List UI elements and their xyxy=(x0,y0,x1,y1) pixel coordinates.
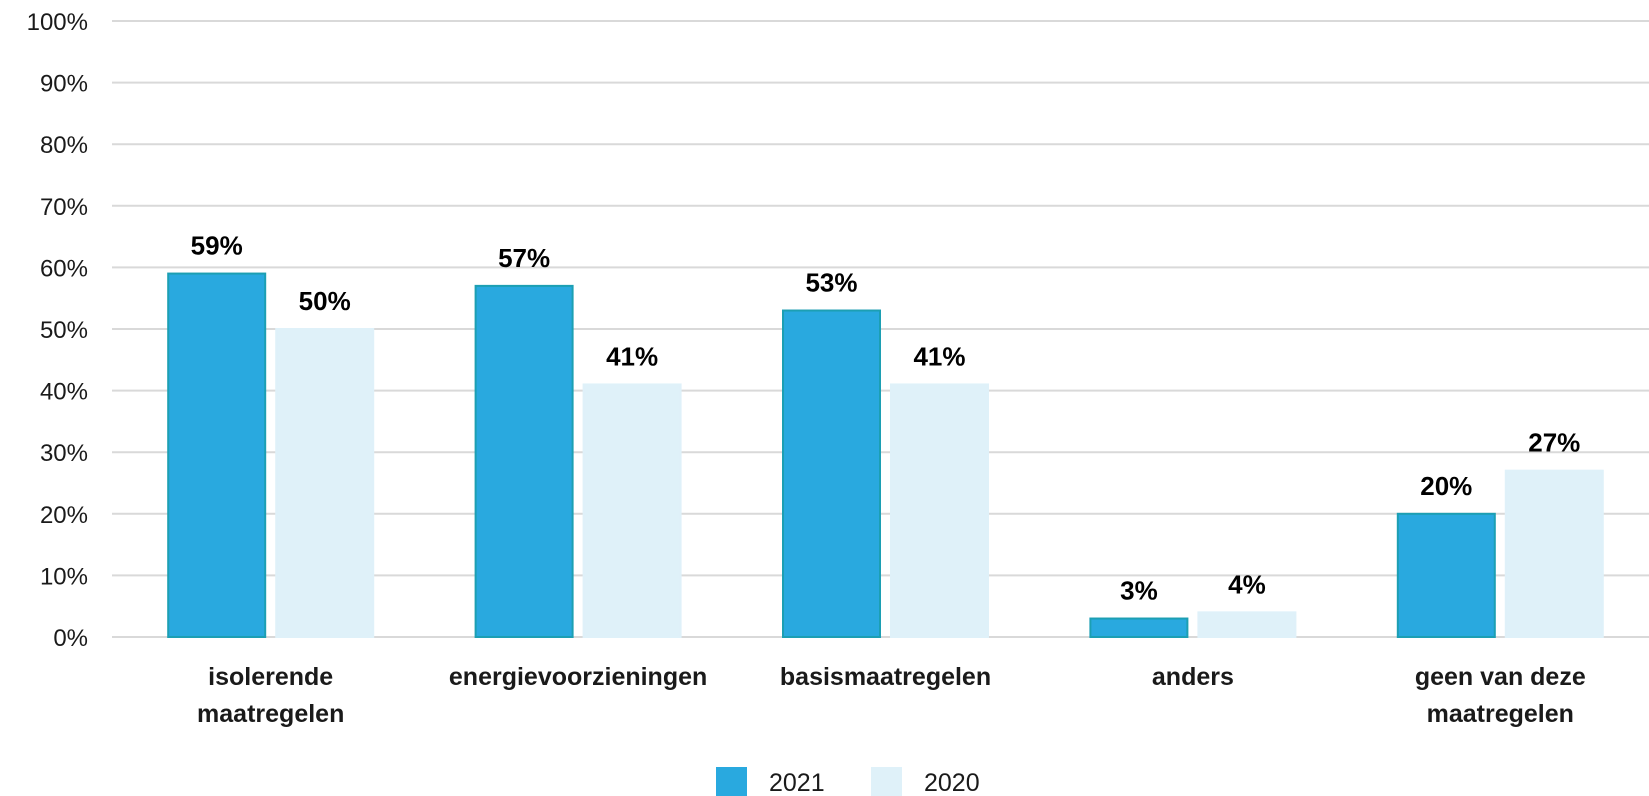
bar-2021-0 xyxy=(167,272,267,638)
data-label: 41% xyxy=(913,341,965,371)
y-tick-label: 80% xyxy=(40,132,88,159)
y-tick-label: 40% xyxy=(40,379,88,406)
data-label: 41% xyxy=(606,341,658,371)
data-label: 50% xyxy=(299,286,351,316)
category-label: geen van deze xyxy=(1415,663,1586,691)
bar-2021-2 xyxy=(782,309,881,638)
bar-2020-1 xyxy=(582,383,682,638)
legend-label: 2021 xyxy=(769,769,825,796)
category-label: anders xyxy=(1152,663,1234,691)
legend-label: 2020 xyxy=(924,769,980,796)
data-label: 3% xyxy=(1120,576,1158,606)
legend-swatch-2021 xyxy=(716,767,747,796)
data-label: 20% xyxy=(1420,471,1472,501)
legend: 2021 2020 xyxy=(716,767,980,796)
bar-2020-0 xyxy=(275,328,375,638)
x-axis: isolerende maatregelen energievoorzieninge… xyxy=(197,663,1586,728)
data-label: 57% xyxy=(498,243,550,273)
bar-2021-4 xyxy=(1396,512,1496,638)
category-label: maatregelen xyxy=(197,700,344,728)
bar-2021-1 xyxy=(474,284,574,638)
data-label: 53% xyxy=(805,268,857,298)
category-label: energievoorzieningen xyxy=(449,663,707,691)
data-label: 4% xyxy=(1228,569,1266,599)
y-tick-label: 10% xyxy=(40,563,88,590)
bar-2020-2 xyxy=(890,383,989,638)
y-tick-label: 30% xyxy=(40,440,88,467)
y-tick-label: 20% xyxy=(40,502,88,529)
category-label: basismaatregelen xyxy=(780,663,991,691)
y-tick-label: 70% xyxy=(40,194,88,221)
data-label: 59% xyxy=(191,231,243,261)
y-axis: 0% 10% 20% 30% 40% 50% 60% 70% 80% 90% 100% xyxy=(27,9,88,652)
y-tick-label: 100% xyxy=(27,9,88,36)
bar-2020-3 xyxy=(1197,611,1297,638)
data-labels: 59% 50% 57% 41% 53% 41% 3% 4% 20% 27% xyxy=(191,231,1581,606)
data-label: 27% xyxy=(1528,428,1580,458)
category-label: isolerende xyxy=(208,663,333,691)
y-tick-label: 50% xyxy=(40,317,88,344)
legend-swatch-2020 xyxy=(871,767,902,796)
bar-2020-4 xyxy=(1504,469,1604,638)
bars xyxy=(167,272,1604,639)
bar-2021-3 xyxy=(1089,617,1189,639)
y-tick-label: 90% xyxy=(40,71,88,98)
y-tick-label: 0% xyxy=(53,625,88,652)
category-label: maatregelen xyxy=(1427,700,1574,728)
y-tick-label: 60% xyxy=(40,255,88,282)
